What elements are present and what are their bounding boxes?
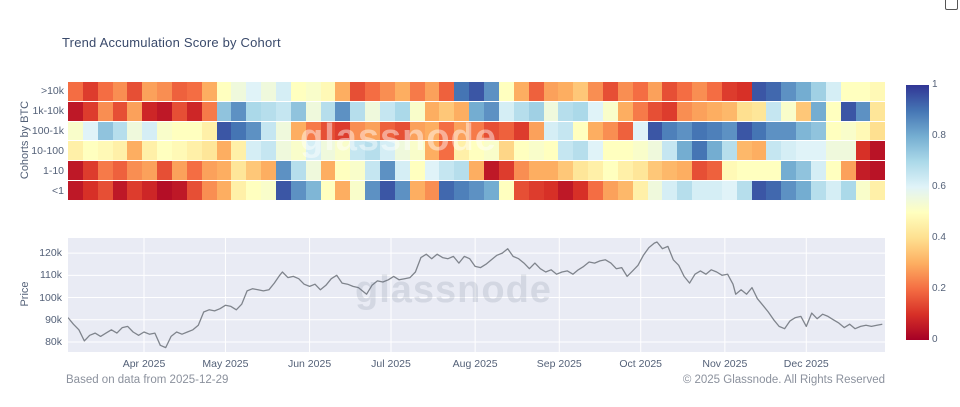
x-axis-tick-label: Jun 2025	[287, 358, 332, 370]
heatmap-row-label: 1-10	[42, 164, 64, 177]
heatmap-row-label: >10k	[40, 85, 64, 98]
x-axis-tick-label: Oct 2025	[619, 358, 663, 370]
price-y-tick-label: 80k	[45, 336, 62, 348]
colorbar-tick-label: 0.6	[932, 181, 946, 192]
x-axis-tick-label: Aug 2025	[452, 358, 498, 370]
colorbar	[906, 85, 929, 340]
heatmap-row-<1[interactable]	[68, 181, 886, 200]
x-axis-tick-label: Sep 2025	[536, 358, 582, 370]
heatmap-row-1k-10k[interactable]	[68, 101, 886, 121]
heatmap-row-label: 1k-10k	[32, 105, 64, 118]
heatmap-row-1-10[interactable]	[68, 161, 886, 181]
price-y-tick-label: 110k	[40, 269, 62, 282]
heatmap-row->10k[interactable]	[68, 82, 886, 101]
heatmap-row-label: 100-1k	[31, 125, 64, 138]
data-date-note: Based on data from 2025-12-29	[66, 374, 229, 386]
price-chart[interactable]	[68, 238, 885, 352]
cohort-heatmap[interactable]	[68, 82, 886, 200]
page-title: Trend Accumulation Score by Cohort	[62, 35, 281, 50]
price-y-tick-label: 120k	[39, 247, 62, 260]
colorbar-tick-label: 0.4	[932, 232, 946, 243]
heatmap-row-10-100[interactable]	[68, 141, 886, 161]
colorbar-tick-label: 0.2	[932, 283, 946, 294]
x-axis-tick-label: Nov 2025	[702, 358, 748, 370]
heatmap-row-label: 10-100	[31, 144, 64, 157]
price-y-tick-label: 90k	[45, 313, 62, 326]
copyright-note: © 2025 Glassnode. All Rights Reserved	[682, 374, 885, 386]
colorbar-tick-label: 0	[932, 334, 938, 345]
price-y-tick-label: 100k	[39, 291, 62, 304]
colorbar-tick-label: 1	[932, 79, 938, 90]
colorbar-tick-label: 0.8	[932, 130, 946, 141]
x-axis-tick-label: Dec 2025	[783, 358, 829, 370]
x-axis-tick-label: Apr 2025	[122, 358, 166, 370]
x-axis-tick-label: May 2025	[202, 358, 249, 370]
modebar-icon[interactable]	[945, 0, 958, 10]
heatmap-row-100-1k[interactable]	[68, 121, 886, 141]
x-axis-tick-label: Jul 2025	[371, 358, 411, 370]
heatmap-row-label: <1	[52, 184, 64, 197]
